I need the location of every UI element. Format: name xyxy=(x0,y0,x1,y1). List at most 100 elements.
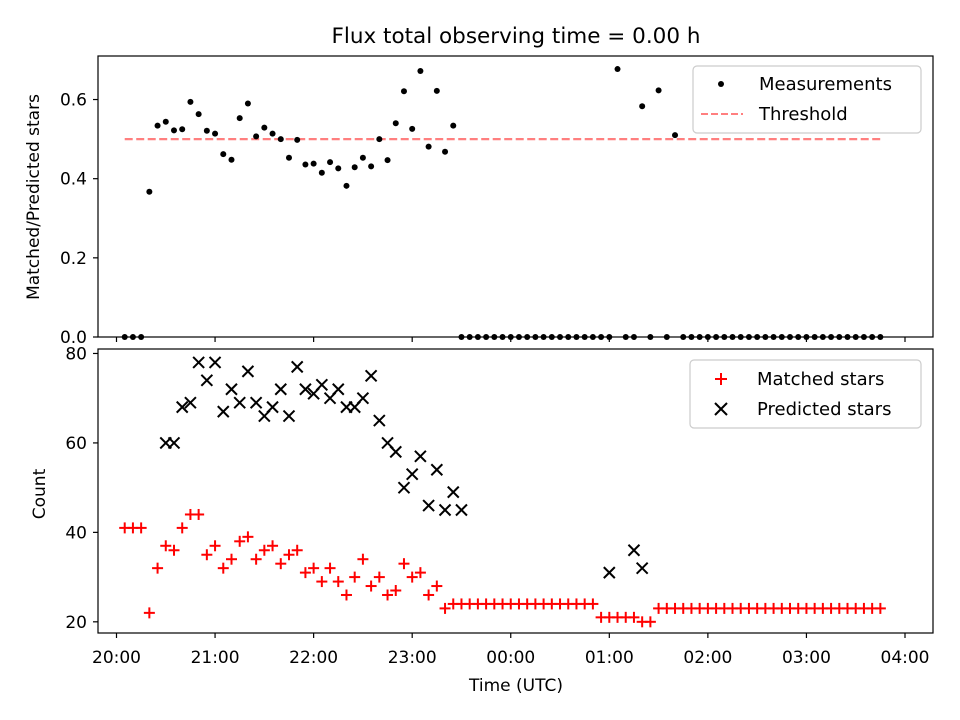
measurement-point xyxy=(425,143,432,150)
top-panel: 0.0 0.2 0.4 0.6 Matched/Predicted stars Mea… xyxy=(24,55,934,348)
matched-star-point xyxy=(423,589,435,601)
matched-star-point xyxy=(234,535,246,547)
matched-star-point xyxy=(209,540,221,552)
measurement-point xyxy=(672,132,679,139)
predicted-star-point xyxy=(364,369,378,383)
matched-star-point xyxy=(168,544,180,556)
matched-star-point xyxy=(193,508,205,520)
legend-matched-marker xyxy=(715,373,727,385)
predicted-star-point xyxy=(405,468,419,481)
predicted-star-point xyxy=(373,414,386,427)
bottom-y-axis-label: Count xyxy=(30,468,50,519)
legend-measurements-label: Measurements xyxy=(759,74,892,95)
matched-star-point xyxy=(250,553,262,565)
predicted-star-point xyxy=(290,360,304,374)
measurement-point xyxy=(170,127,177,134)
top-legend: Measurements Threshold xyxy=(692,65,922,134)
bottom-xtick-label: 02:00 xyxy=(683,648,732,668)
predicted-star-point xyxy=(635,561,649,575)
top-ytick-label: 0.2 xyxy=(60,249,87,269)
matched-star-point xyxy=(143,607,155,619)
legend-predicted-marker xyxy=(714,402,728,416)
predicted-star-point xyxy=(422,499,435,512)
matched-star-point xyxy=(340,589,352,601)
top-ytick-label: 0.4 xyxy=(60,170,87,190)
measurement-point xyxy=(146,188,153,195)
matched-star-point xyxy=(357,553,369,565)
matched-star-point xyxy=(390,585,402,597)
measurement-point xyxy=(433,87,440,94)
matched-star-point xyxy=(242,531,254,543)
bottom-xtick-label: 00:00 xyxy=(486,648,535,668)
predicted-star-point xyxy=(241,365,255,378)
measurement-point xyxy=(220,151,227,158)
measurement-point xyxy=(203,127,210,134)
measurement-point xyxy=(228,156,235,163)
predicted-star-point xyxy=(356,391,370,405)
matched-star-point xyxy=(275,558,287,570)
matched-star-point xyxy=(316,576,328,588)
matched-star-point xyxy=(291,544,303,556)
measurement-point xyxy=(244,100,251,107)
measurement-point xyxy=(154,122,161,129)
bottom-xtick-label: 21:00 xyxy=(191,648,240,668)
top-axes-frame xyxy=(97,55,934,338)
legend-matched-label: Matched stars xyxy=(757,369,884,390)
measurement-point xyxy=(195,111,202,118)
measurement-point xyxy=(212,130,219,137)
measurement-point xyxy=(327,159,334,166)
matched-star-point xyxy=(373,571,385,583)
measurement-point xyxy=(162,118,169,125)
measurement-point xyxy=(179,126,186,133)
measurement-point xyxy=(302,161,309,168)
matched-star-point xyxy=(382,589,394,601)
matched-star-point xyxy=(135,522,147,534)
matched-star-point xyxy=(349,571,361,583)
measurement-point xyxy=(277,136,284,143)
measurement-point xyxy=(343,182,350,189)
matched-star-point xyxy=(406,571,418,583)
measurement-point xyxy=(294,136,301,143)
top-yticks: 0.0 0.2 0.4 0.6 xyxy=(60,91,98,348)
predicted-star-point xyxy=(389,445,402,459)
measurement-point xyxy=(639,103,646,110)
measurement-point xyxy=(310,160,317,167)
legend-predicted-label: Predicted stars xyxy=(757,399,891,420)
matched-star-point xyxy=(267,540,279,552)
matched-star-point xyxy=(160,540,172,552)
bottom-xtick-label: 23:00 xyxy=(388,648,437,668)
matched-star-point xyxy=(283,549,295,561)
matched-star-point xyxy=(324,562,336,574)
predicted-star-point xyxy=(438,503,452,517)
top-legend-box xyxy=(692,65,922,134)
bottom-ytick-label: 80 xyxy=(65,344,87,364)
matched-star-point xyxy=(258,544,270,556)
measurement-point xyxy=(351,164,358,171)
measurement-point xyxy=(187,98,194,105)
measurement-point xyxy=(253,133,260,140)
measurement-point xyxy=(261,124,268,131)
measurement-point xyxy=(400,88,407,95)
matched-star-point xyxy=(308,562,320,574)
bottom-yticks: 20 40 60 80 xyxy=(65,344,98,633)
chart-title: Flux total observing time = 0.00 h xyxy=(332,24,701,49)
predicted-star-point xyxy=(627,544,641,557)
measurement-point xyxy=(236,115,243,122)
measurement-point xyxy=(376,136,383,143)
matched-star-point xyxy=(332,576,344,588)
predicted-star-point xyxy=(266,400,279,414)
bottom-axes-frame xyxy=(97,348,934,634)
matched-star-point xyxy=(644,616,656,628)
matched-star-point xyxy=(217,562,229,574)
measurement-point xyxy=(417,68,424,75)
bottom-legend: Matched stars Predicted stars xyxy=(689,359,922,429)
predicted-star-point xyxy=(208,356,222,369)
measurement-point xyxy=(335,165,342,172)
bottom-xtick-label: 22:00 xyxy=(289,648,338,668)
predicted-star-point xyxy=(225,383,238,396)
matched-star-point xyxy=(299,567,311,579)
bottom-legend-box xyxy=(689,359,922,429)
matched-star-point xyxy=(874,602,886,614)
measurement-point xyxy=(655,87,662,94)
measurement-point xyxy=(285,154,292,161)
